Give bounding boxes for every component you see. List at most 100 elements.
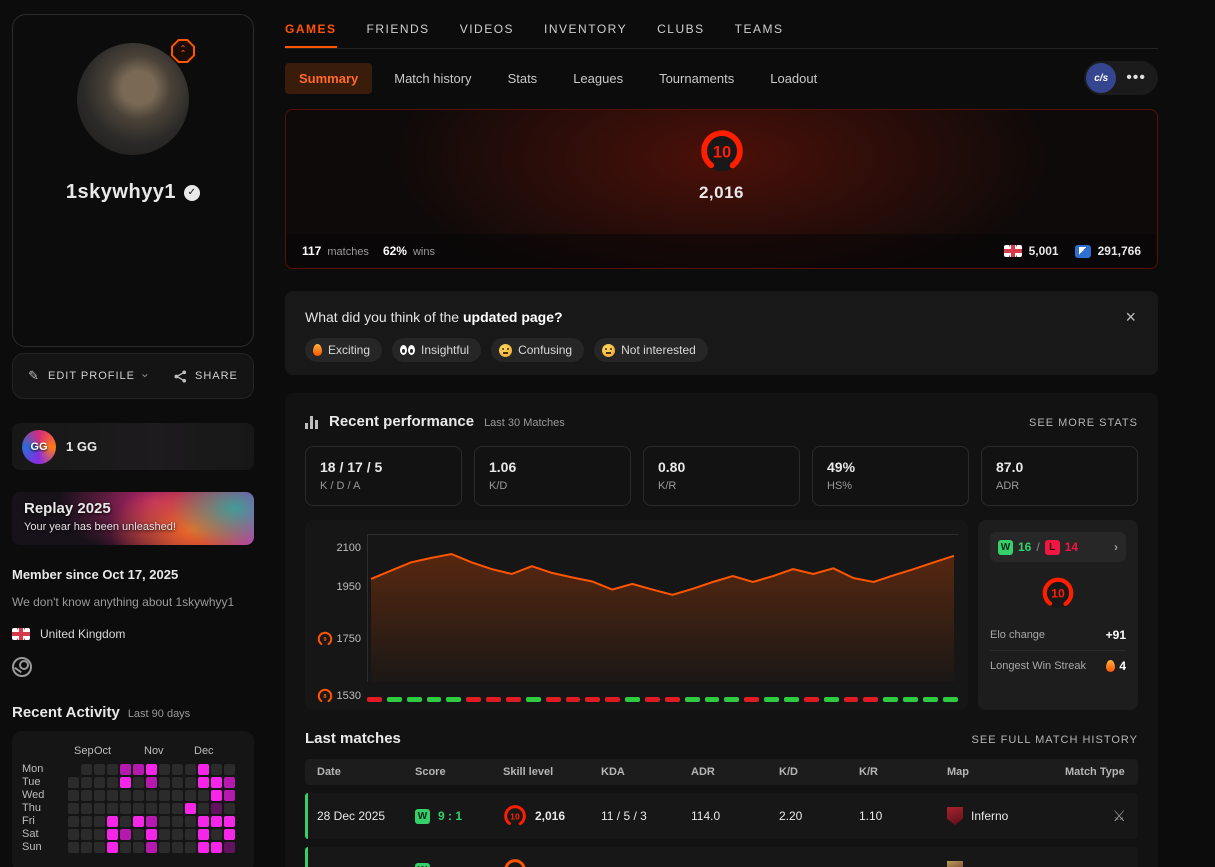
nav-tab-clubs[interactable]: CLUBS bbox=[657, 22, 705, 36]
elo-chart-plot bbox=[367, 534, 958, 702]
match-row[interactable]: 28 Dec 2025 W 9 : 1 10 2,016 11 / 5 / 3 114.0 2… bbox=[305, 793, 1138, 839]
see-full-match-history-link[interactable]: SEE FULL MATCH HISTORY bbox=[971, 734, 1138, 746]
loss-dash bbox=[565, 697, 581, 702]
heatmap-cell bbox=[120, 816, 131, 827]
replay-2025-banner[interactable]: Replay 2025 Your year has been unleashed… bbox=[12, 492, 254, 545]
day-label-tue: Tue bbox=[22, 776, 41, 788]
win-loss-pill[interactable]: W 16 / L 14 › bbox=[990, 532, 1126, 562]
heatmap-cell bbox=[107, 816, 118, 827]
heatmap-cell bbox=[94, 790, 105, 801]
match-kda: 11 / 5 / 3 bbox=[601, 809, 647, 823]
elo-line-chart bbox=[367, 534, 958, 682]
chevron-down-icon: › bbox=[138, 373, 153, 379]
subnav-tab-leagues[interactable]: Leagues bbox=[573, 70, 624, 86]
nav-tab-inventory[interactable]: INVENTORY bbox=[544, 22, 628, 36]
map-icon bbox=[947, 861, 963, 867]
win-dash bbox=[923, 697, 938, 702]
y-tick-label: 1950 bbox=[336, 580, 361, 593]
month-label-sep: Sep bbox=[74, 745, 94, 757]
day-label-sat: Sat bbox=[22, 828, 39, 840]
stat-value: 1.06 bbox=[489, 459, 517, 475]
see-more-stats-link[interactable]: SEE MORE STATS bbox=[1029, 417, 1138, 429]
win-dash bbox=[784, 697, 799, 702]
heatmap-cell bbox=[172, 764, 183, 775]
subnav-tab-tournaments[interactable]: Tournaments bbox=[659, 70, 735, 86]
heatmap-cell bbox=[185, 816, 196, 827]
heatmap-cell bbox=[120, 829, 131, 840]
win-dash bbox=[426, 697, 442, 702]
heatmap-cell bbox=[198, 829, 209, 840]
heatmap-cell bbox=[68, 816, 79, 827]
heatmap-cell bbox=[159, 829, 170, 840]
steam-icon[interactable] bbox=[12, 657, 32, 677]
loss-dash bbox=[367, 697, 382, 702]
gg-banner[interactable]: GG 1 GG bbox=[12, 423, 254, 470]
feedback-chip-exciting[interactable]: Exciting bbox=[305, 338, 383, 362]
heatmap-cell bbox=[198, 790, 209, 801]
country-row: United Kingdom bbox=[12, 627, 254, 641]
heatmap-cell bbox=[172, 790, 183, 801]
heatmap-cell bbox=[146, 764, 157, 775]
nav-tab-games[interactable]: GAMES bbox=[285, 22, 337, 48]
pencil-icon: ✎ bbox=[28, 368, 40, 383]
heatmap-row bbox=[68, 841, 244, 854]
stat-card-adr: 87.0 ADR bbox=[981, 446, 1138, 506]
svg-text:10: 10 bbox=[712, 142, 730, 161]
uk-flag-icon bbox=[12, 628, 30, 640]
svg-text:10: 10 bbox=[510, 811, 520, 821]
month-label-oct: Oct bbox=[94, 745, 112, 757]
subnav-tab-match-history[interactable]: Match history bbox=[394, 70, 472, 86]
unamused-face-icon bbox=[602, 343, 616, 357]
nav-tab-videos[interactable]: VIDEOS bbox=[459, 22, 515, 36]
confused-face-icon bbox=[499, 343, 513, 357]
elo-chart-card: 2100 1950 9 1750 8 1530 bbox=[305, 520, 968, 710]
heatmap-cell bbox=[94, 829, 105, 840]
loss-dash bbox=[863, 697, 879, 702]
heatmap-row bbox=[68, 776, 244, 789]
heatmap-row bbox=[68, 815, 244, 828]
heatmap-cell bbox=[120, 842, 131, 853]
elo-chart-y-axis: 2100 1950 9 1750 8 1530 bbox=[311, 534, 367, 704]
cs2-game-icon[interactable]: c/s bbox=[1086, 63, 1117, 93]
share-button[interactable]: SHARE bbox=[174, 369, 238, 383]
heatmap-cell bbox=[81, 803, 92, 814]
heatmap-cell bbox=[211, 764, 222, 775]
column-k-r: K/R bbox=[859, 766, 878, 778]
feedback-chip-insightful[interactable]: Insightful bbox=[392, 338, 482, 362]
feedback-chip-not-interested[interactable]: Not interested bbox=[594, 338, 708, 362]
gg-badge-icon: GG bbox=[22, 429, 56, 464]
heatmap-cell bbox=[146, 777, 157, 788]
fire-icon bbox=[313, 344, 322, 356]
heatmap-cell bbox=[81, 816, 92, 827]
stat-label: K/D bbox=[489, 480, 508, 492]
subnav-tab-summary[interactable]: Summary bbox=[285, 62, 373, 94]
win-dash bbox=[823, 697, 839, 702]
skill-level-cell: 9 bbox=[503, 858, 601, 867]
avatar[interactable] bbox=[77, 43, 189, 155]
heatmap-cell bbox=[133, 842, 144, 853]
heatmap-cell bbox=[133, 777, 144, 788]
more-options-button[interactable]: ••• bbox=[1126, 69, 1146, 86]
feedback-chip-confusing[interactable]: Confusing bbox=[491, 338, 585, 362]
subnav-tab-stats[interactable]: Stats bbox=[507, 70, 538, 86]
match-row[interactable]: W9 bbox=[305, 847, 1138, 867]
y-tick-label: 1750 bbox=[336, 632, 361, 645]
heatmap-cell bbox=[94, 816, 105, 827]
close-icon[interactable]: × bbox=[1125, 307, 1136, 327]
chip-label: Insightful bbox=[421, 343, 470, 357]
heatmap-cell bbox=[146, 816, 157, 827]
nav-tab-friends[interactable]: FRIENDS bbox=[366, 22, 430, 36]
y-tick-label: 2100 bbox=[336, 542, 361, 554]
stat-value: 18 / 17 / 5 bbox=[320, 459, 383, 475]
edit-profile-button[interactable]: ✎ EDIT PROFILE › bbox=[28, 368, 152, 384]
subnav-tabs: Summary Match history Stats Leagues Tourname… bbox=[285, 62, 831, 94]
heatmap-cell bbox=[120, 764, 131, 775]
nav-tab-teams[interactable]: TEAMS bbox=[734, 22, 784, 36]
heatmap-cell bbox=[159, 790, 170, 801]
sidebar: ⌃ ⌃ 1skywhyy1 ✓ ✎ EDIT PROFILE › SHARE GG… bbox=[12, 14, 254, 867]
username: 1skywhyy1 bbox=[65, 181, 177, 203]
stat-value: 49% bbox=[827, 459, 856, 475]
win-dash bbox=[525, 697, 541, 702]
subnav-tab-loadout[interactable]: Loadout bbox=[770, 70, 818, 86]
result-badge-icon: W bbox=[415, 862, 430, 867]
